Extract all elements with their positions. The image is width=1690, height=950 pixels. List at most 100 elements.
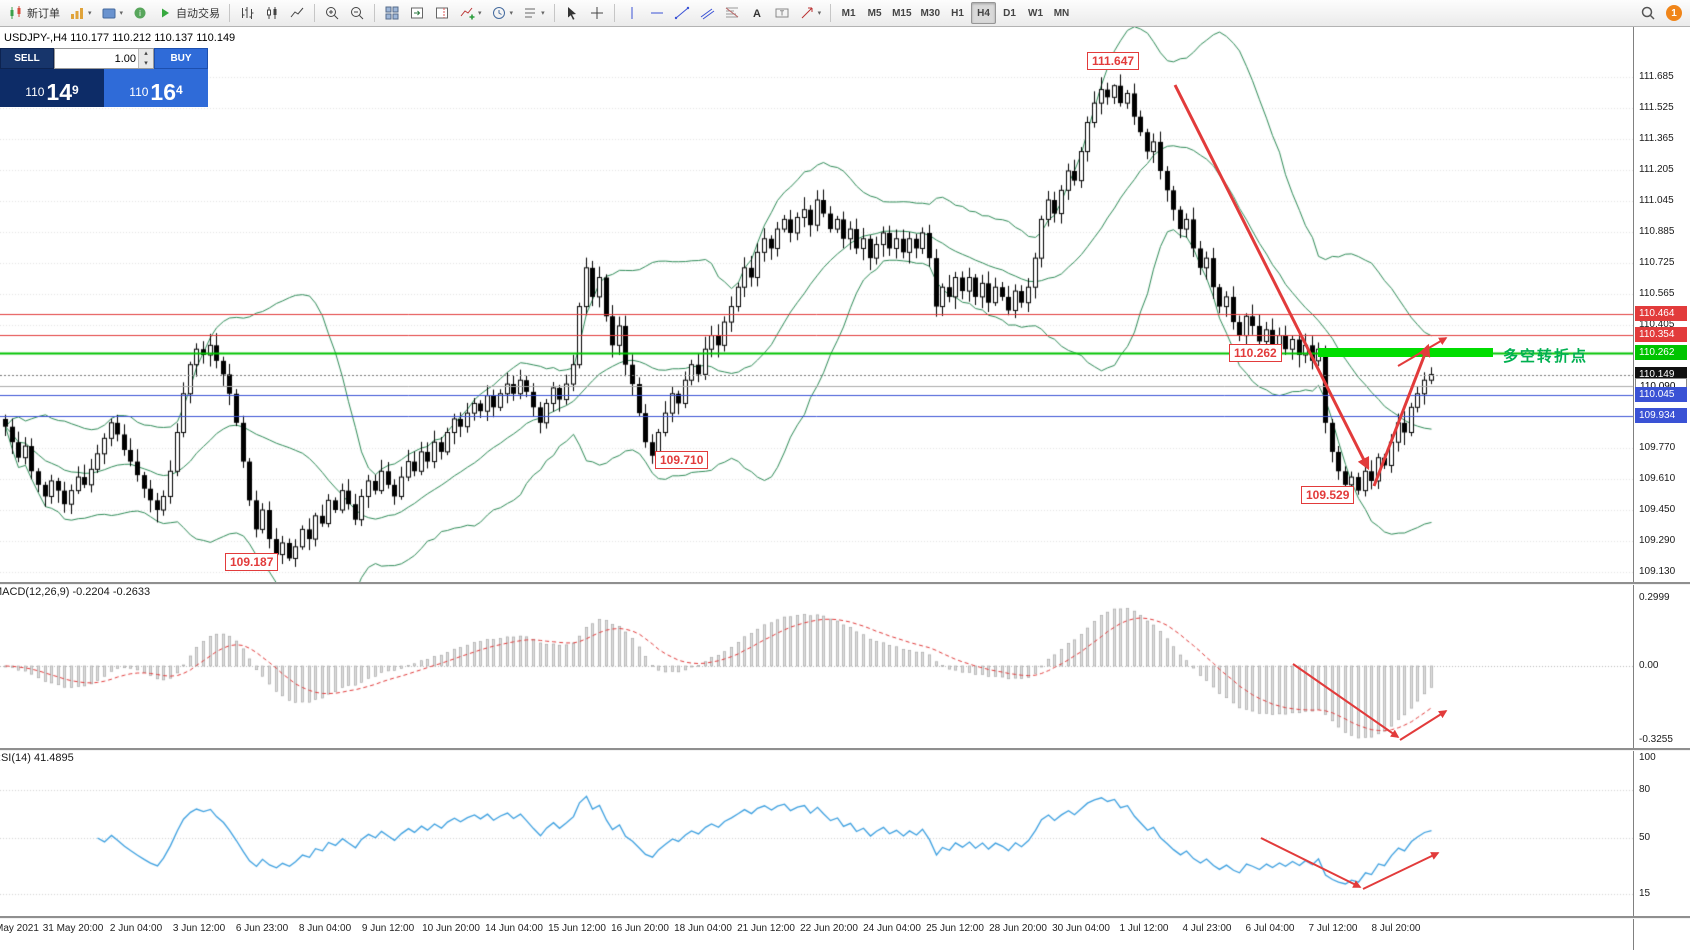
tile-windows-button[interactable] — [380, 2, 404, 24]
new-chart-button[interactable]: ▾ — [65, 2, 96, 24]
text-tool-button[interactable]: A — [745, 2, 769, 24]
profiles-button[interactable]: ▾ — [97, 2, 128, 24]
play-icon — [162, 8, 170, 18]
chart-shift-button[interactable] — [430, 2, 454, 24]
time-axis-label: 31 May 20:00 — [42, 923, 104, 934]
rsi-axis-label: 80 — [1639, 784, 1651, 795]
panel-separator[interactable] — [0, 582, 1690, 585]
auto-scroll-button[interactable] — [405, 2, 429, 24]
indicators-button[interactable]: ▾ — [455, 2, 486, 24]
toolbar-separator — [374, 4, 376, 22]
timeframe-w1-button[interactable]: W1 — [1028, 7, 1043, 19]
toolbar-separator — [553, 4, 555, 22]
notification-badge[interactable]: 1 — [1666, 5, 1682, 21]
candlestick-chart-button[interactable] — [260, 2, 284, 24]
timeframe-h1-button[interactable]: H1 — [951, 7, 964, 19]
sell-price-display[interactable]: 110 14 9 — [0, 69, 104, 107]
templates-button[interactable]: ▾ — [518, 2, 549, 24]
text-label-button[interactable]: T — [770, 2, 794, 24]
timeframe-m1-button[interactable]: M1 — [841, 7, 856, 19]
time-axis-label: 8 Jul 20:00 — [1371, 923, 1421, 934]
price-axis-label: 111.685 — [1639, 70, 1674, 82]
time-axis-label: 27 May 2021 — [0, 923, 39, 934]
buy-button[interactable]: BUY — [154, 48, 208, 69]
axis-price-marker: 110.045 — [1635, 386, 1687, 402]
timeframe-m15-button[interactable]: M15 — [892, 7, 912, 19]
turning-point-highlight[interactable] — [1318, 348, 1493, 357]
timeframe-m30-button[interactable]: M30 — [920, 7, 940, 19]
crosshair-icon — [590, 7, 603, 19]
vertical-line-button[interactable] — [620, 2, 644, 24]
chart-window: USDJPY-,H4 110.177 110.212 110.137 110.1… — [0, 27, 1690, 950]
rsi-axis-label: 15 — [1639, 888, 1651, 899]
price-axis-label: 109.130 — [1639, 566, 1676, 578]
price-axis[interactable]: 111.685 111.525 111.365 111.205 111.045 110.8… — [1633, 27, 1690, 950]
price-chart-canvas[interactable] — [0, 27, 1633, 582]
axis-price-marker: 109.934 — [1635, 408, 1687, 424]
buy-price-big: 16 — [150, 79, 177, 105]
autotrading-button[interactable]: 自动交易 — [153, 2, 224, 24]
crosshair-button[interactable] — [585, 2, 609, 24]
price-axis-label: 111.525 — [1639, 101, 1674, 113]
buy-price-sup: 4 — [176, 83, 183, 97]
periods-button[interactable]: ▾ — [487, 2, 518, 24]
timeframe-mn-button[interactable]: MN — [1053, 7, 1070, 19]
rsi-canvas[interactable] — [0, 750, 1633, 916]
toolbar-separator — [229, 4, 231, 22]
price-annotation-label[interactable]: 111.647 — [1087, 52, 1140, 70]
volume-input[interactable] — [55, 49, 138, 68]
search-icon — [1641, 6, 1655, 20]
time-axis-label: 10 Jun 20:00 — [422, 923, 480, 934]
timeframe-h4-button[interactable]: H4 — [971, 2, 996, 24]
macd-canvas[interactable] — [0, 584, 1633, 748]
turning-point-text: 多空转折点 — [1503, 348, 1589, 365]
cursor-button[interactable] — [560, 2, 584, 24]
bar-chart-button[interactable] — [235, 2, 259, 24]
line-chart-icon — [290, 7, 304, 18]
time-axis-label: 2 Jun 04:00 — [109, 923, 163, 934]
time-axis-label: 24 Jun 04:00 — [863, 923, 921, 934]
horizontal-line-button[interactable] — [645, 2, 669, 24]
folder-icon — [102, 8, 116, 19]
volume-increase-button[interactable]: ▴ — [139, 49, 153, 59]
time-axis-label: 4 Jul 23:00 — [1182, 923, 1232, 934]
price-annotation-label[interactable]: 109.710 — [655, 451, 709, 469]
price-annotation-label[interactable]: 110.262 — [1229, 344, 1282, 362]
panel-separator[interactable] — [0, 916, 1690, 919]
autotrading-label: 自动交易 — [176, 8, 221, 20]
sell-button[interactable]: SELL — [0, 48, 54, 69]
price-annotation-label[interactable]: 109.529 — [1301, 486, 1355, 504]
zoom-out-button[interactable] — [345, 2, 369, 24]
panel-separator[interactable] — [0, 748, 1690, 751]
zoom-in-icon — [326, 7, 339, 20]
svg-text:A: A — [753, 8, 761, 20]
new-order-button[interactable]: 新订单 — [4, 2, 64, 24]
chevron-down-icon: ▾ — [541, 9, 545, 17]
data-window-button[interactable]: i — [128, 2, 152, 24]
trendline-button[interactable] — [670, 2, 694, 24]
buy-price-display[interactable]: 110 16 4 — [104, 69, 208, 107]
rsi-indicator-label: RSI(14) 41.4895 — [0, 752, 74, 764]
timeframe-m5-button[interactable]: M5 — [867, 7, 882, 19]
arrows-tool-button[interactable]: ▾ — [795, 2, 826, 24]
volume-decrease-button[interactable]: ▾ — [139, 58, 153, 68]
templates-icon — [525, 8, 536, 18]
channel-button[interactable] — [695, 2, 719, 24]
new-order-icon — [10, 6, 21, 19]
price-annotation-label[interactable]: 109.187 — [225, 553, 279, 571]
time-axis-label: 6 Jun 23:00 — [235, 923, 289, 934]
search-button[interactable] — [1636, 2, 1660, 24]
line-chart-button[interactable] — [285, 2, 309, 24]
chevron-down-icon: ▾ — [478, 9, 482, 17]
volume-spinner: ▴ ▾ — [138, 49, 153, 68]
fibonacci-button[interactable] — [720, 2, 744, 24]
main-toolbar: 新订单 ▾ ▾ i 自动交易 — [0, 0, 1690, 27]
zoom-in-button[interactable] — [320, 2, 344, 24]
clock-icon — [492, 7, 505, 19]
macd-axis-label: -0.3255 — [1639, 733, 1673, 745]
sell-price-big: 14 — [46, 79, 73, 105]
timeframe-d1-button[interactable]: D1 — [1003, 7, 1016, 19]
horizontal-line-icon — [650, 12, 663, 14]
